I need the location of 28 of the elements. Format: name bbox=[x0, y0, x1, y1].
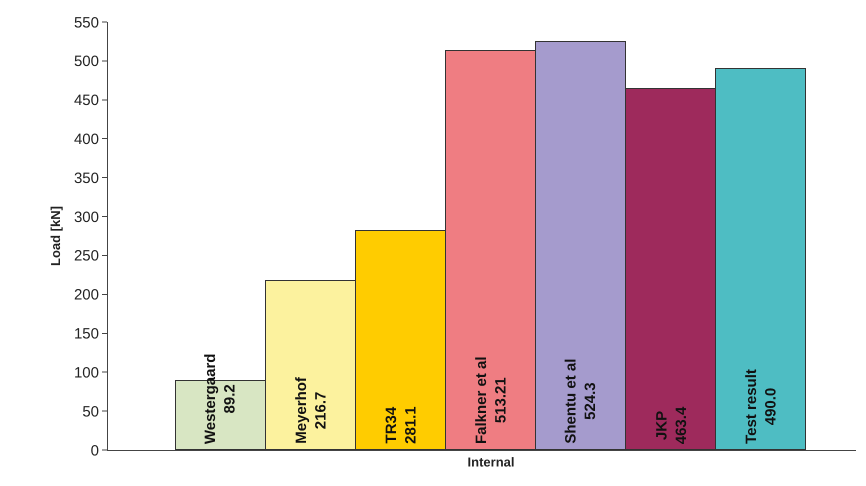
y-tick-label: 550 bbox=[74, 14, 99, 32]
series-label: TR34 bbox=[382, 406, 400, 444]
y-tick-label: 200 bbox=[74, 286, 99, 304]
x-tick-label: Internal bbox=[468, 454, 514, 470]
y-tick-label: 250 bbox=[74, 248, 99, 265]
series-label: Test result bbox=[742, 369, 760, 444]
series-label: Shentu et al bbox=[562, 358, 580, 444]
data-label: 281.1 bbox=[402, 406, 420, 444]
data-label: 490.0 bbox=[762, 388, 780, 426]
y-tick-label: 400 bbox=[74, 130, 99, 148]
series-label: Meyerhof bbox=[292, 376, 310, 444]
y-tick-label: 450 bbox=[74, 92, 99, 110]
y-tick-label: 500 bbox=[74, 53, 99, 70]
y-tick-label: 300 bbox=[74, 208, 99, 226]
data-label: 524.3 bbox=[582, 382, 600, 420]
y-tick-label: 50 bbox=[82, 403, 99, 420]
y-tick-label: 150 bbox=[74, 326, 99, 343]
data-label: 513.21 bbox=[492, 377, 510, 424]
y-tick-label: 100 bbox=[74, 364, 99, 382]
y-tick-label: 0 bbox=[90, 442, 99, 460]
data-label: 463.4 bbox=[672, 406, 690, 444]
series-label: Westergaard bbox=[202, 354, 220, 444]
y-tick-label: 350 bbox=[74, 170, 99, 187]
y-axis-title: Load [kN] bbox=[48, 206, 63, 266]
data-label: 216.7 bbox=[312, 392, 330, 430]
series-label: JKP bbox=[653, 410, 670, 440]
series-label: Falkner et al bbox=[473, 356, 490, 444]
data-label: 89.2 bbox=[222, 384, 239, 414]
